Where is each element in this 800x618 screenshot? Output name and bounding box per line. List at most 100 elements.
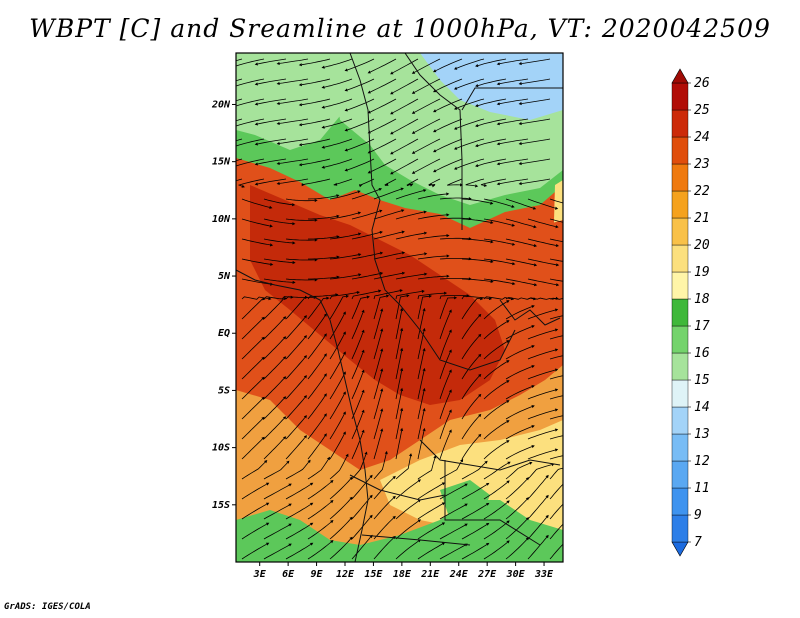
streamline [263,462,288,480]
streamline [329,212,359,220]
streamline-arrow [533,225,537,229]
streamline [395,291,422,300]
streamline [527,349,556,360]
streamline [461,524,488,540]
streamline [285,297,306,320]
streamline [505,238,535,246]
streamline [329,313,345,340]
colorbar-label: 20 [694,238,710,253]
streamline-arrow [364,451,368,455]
colorbar-label: 16 [694,346,710,361]
streamline-arrow [264,460,268,464]
streamline-arrow [496,162,500,166]
streamline [395,456,411,480]
streamline-arrow [400,367,404,372]
streamline-arrow [532,206,537,210]
streamline-arrow [507,461,511,465]
streamline [505,426,533,440]
streamline [324,138,353,148]
colorbar-segment [671,379,689,408]
streamline [417,275,447,280]
streamline-arrow [423,210,427,214]
streamline [499,118,529,125]
streamline [499,178,529,185]
colorbar-label: 17 [694,319,710,334]
streamline-arrow [554,368,559,372]
streamline-arrow [478,393,482,398]
streamline [527,389,556,400]
lon-tick-label: 18E [393,569,412,580]
streamline-arrow [254,162,258,166]
streamline [456,78,485,89]
colorbar-segment [671,136,689,165]
streamline-arrow [276,141,280,145]
streamline-arrow [288,503,292,507]
streamline [505,479,528,500]
streamline-arrow [531,345,535,349]
streamline [373,371,383,400]
streamline-arrow [454,296,458,300]
streamline-arrow [446,254,450,258]
colorbar-segment [671,406,689,435]
streamline [480,178,507,186]
streamline-arrow [554,428,559,432]
streamline-arrow [506,480,510,484]
streamline-arrow [344,88,348,92]
streamline-arrow [486,542,490,546]
streamline [549,335,563,340]
streamline-arrow [423,189,427,193]
streamline-arrow [464,503,468,507]
streamline-arrow [361,369,365,373]
lon-tick-label: 12E [336,569,355,580]
streamline-arrow [380,308,384,312]
colorbar-segment [671,325,689,354]
lon-tick-label: 15E [364,569,383,580]
streamline [236,78,243,82]
streamline [395,211,424,220]
streamline [351,210,380,220]
streamline [483,278,513,284]
streamline-arrow [578,451,581,454]
streamline-arrow [342,371,346,375]
streamline-arrow [478,353,482,358]
streamline [373,411,383,440]
streamline-arrow [506,440,510,444]
streamline [241,378,263,400]
streamline [527,278,557,285]
streamline-arrow [330,500,334,504]
streamline-arrow [400,407,404,412]
lat-tick-label: 20N [211,99,231,110]
streamline-arrow [578,331,581,334]
streamline-arrow [480,297,484,301]
streamline [285,238,315,241]
streamline-arrow [303,315,307,319]
country-borders [236,53,563,562]
streamline-arrow [433,169,437,173]
streamline [241,298,263,320]
streamline [392,138,419,154]
streamline [301,178,331,186]
streamline [351,352,364,380]
streamline [351,536,371,560]
streamline-arrow [422,387,426,392]
streamline [477,58,507,66]
streamline-arrow [212,67,215,70]
streamline-arrow [330,480,334,484]
streamline-arrow [400,347,404,352]
streamline [285,278,315,281]
streamline [285,437,306,460]
streamline [549,375,563,380]
streamline-arrow [568,476,571,479]
streamline [257,118,287,125]
streamline-arrow [475,164,479,168]
colorbar-upper-triangle [671,68,689,84]
streamline-arrow [358,273,362,277]
streamline-arrow [380,328,384,332]
streamline [395,273,425,280]
streamline [373,517,394,540]
streamline [439,544,466,560]
streamline-arrow [283,416,287,420]
streamline [461,435,480,460]
streamline [263,278,293,283]
streamline-arrow [422,427,426,432]
